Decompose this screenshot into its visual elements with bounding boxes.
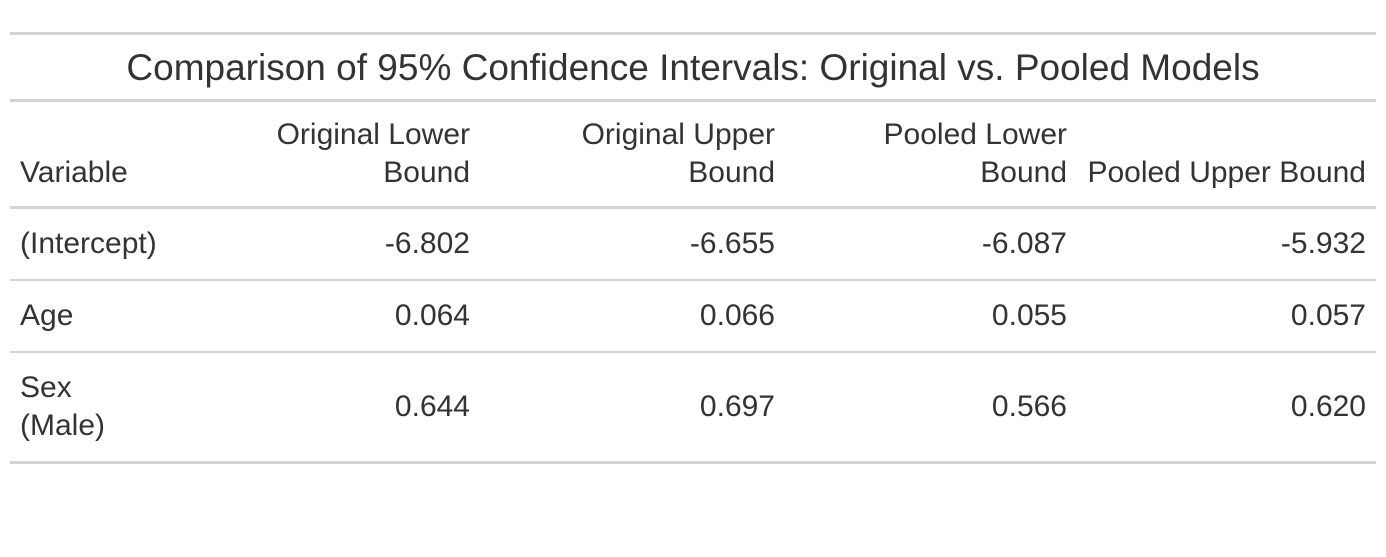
cell-original-lower: 0.064: [206, 279, 480, 352]
cell-variable: (Intercept): [20, 227, 157, 260]
cell-original-upper: 0.066: [480, 279, 785, 352]
cell-pooled-lower: 0.566: [785, 351, 1077, 463]
cell-pooled-upper: -5.932: [1280, 227, 1366, 260]
table-row: Age 0.064 0.066 0.055 0.057: [10, 279, 1376, 352]
cell-original-lower: 0.644: [206, 351, 480, 463]
cell-original-lower: -6.802: [384, 227, 470, 260]
table-row: (Intercept) -6.802 -6.655 -6.087 -5.932: [10, 208, 1376, 281]
column-header-row: Variable Original Lower Bound Original U…: [10, 100, 1376, 209]
cell-variable: Sex (Male): [10, 351, 206, 463]
column-header-pooled-lower: Pooled Lower Bound: [785, 100, 1077, 209]
cell-original-upper: -6.655: [689, 227, 775, 260]
table-title-row: Comparison of 95% Confidence Intervals: …: [10, 33, 1376, 102]
cell-pooled-upper: 0.057: [1077, 279, 1376, 352]
table-row: Sex (Male) 0.644 0.697 0.566 0.620: [10, 351, 1376, 463]
column-header-variable: Variable: [10, 100, 206, 209]
cell-variable-text: Sex (Male): [20, 371, 106, 442]
column-header-original-lower: Original Lower Bound: [206, 100, 480, 209]
cell-variable: Age: [10, 279, 206, 352]
cell-pooled-lower: -6.087: [981, 227, 1067, 260]
cell-pooled-lower: 0.055: [785, 279, 1077, 352]
ci-comparison-table-container: Comparison of 95% Confidence Intervals: …: [10, 32, 1376, 464]
table-title: Comparison of 95% Confidence Intervals: …: [10, 33, 1376, 102]
ci-comparison-table: Comparison of 95% Confidence Intervals: …: [10, 32, 1376, 464]
cell-pooled-upper: 0.620: [1077, 351, 1376, 463]
column-header-pooled-upper: Pooled Upper Bound: [1077, 100, 1376, 209]
column-header-original-upper: Original Upper Bound: [480, 100, 785, 209]
cell-original-upper: 0.697: [480, 351, 785, 463]
